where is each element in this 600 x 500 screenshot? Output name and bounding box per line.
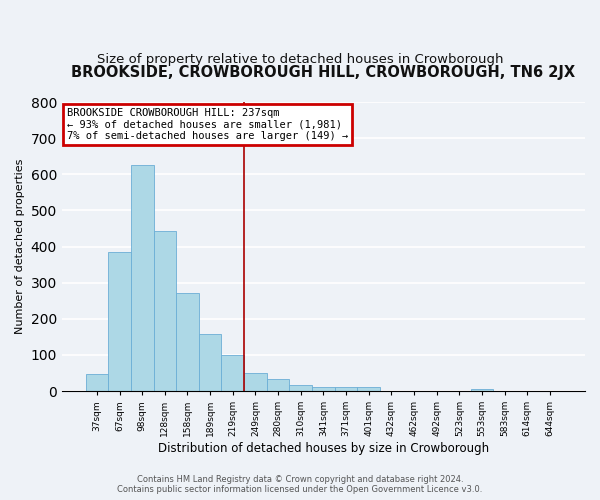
- Bar: [358, 387, 380, 391]
- X-axis label: Distribution of detached houses by size in Crowborough: Distribution of detached houses by size …: [158, 442, 489, 455]
- Text: BROOKSIDE CROWBOROUGH HILL: 237sqm
← 93% of detached houses are smaller (1,981)
: BROOKSIDE CROWBOROUGH HILL: 237sqm ← 93%…: [67, 108, 348, 141]
- Bar: [199, 334, 221, 391]
- Bar: [335, 387, 358, 391]
- Bar: [221, 356, 244, 391]
- Bar: [154, 231, 176, 391]
- Bar: [86, 374, 108, 391]
- Bar: [176, 294, 199, 391]
- Bar: [289, 385, 312, 391]
- Bar: [312, 387, 335, 391]
- Bar: [470, 388, 493, 391]
- Text: Contains public sector information licensed under the Open Government Licence v3: Contains public sector information licen…: [118, 485, 482, 494]
- Bar: [244, 372, 267, 391]
- Bar: [131, 165, 154, 391]
- Title: BROOKSIDE, CROWBOROUGH HILL, CROWBOROUGH, TN6 2JX: BROOKSIDE, CROWBOROUGH HILL, CROWBOROUGH…: [71, 65, 575, 80]
- Bar: [108, 252, 131, 391]
- Text: Contains HM Land Registry data © Crown copyright and database right 2024.: Contains HM Land Registry data © Crown c…: [137, 475, 463, 484]
- Y-axis label: Number of detached properties: Number of detached properties: [15, 159, 25, 334]
- Bar: [267, 380, 289, 391]
- Text: Size of property relative to detached houses in Crowborough: Size of property relative to detached ho…: [97, 52, 503, 66]
